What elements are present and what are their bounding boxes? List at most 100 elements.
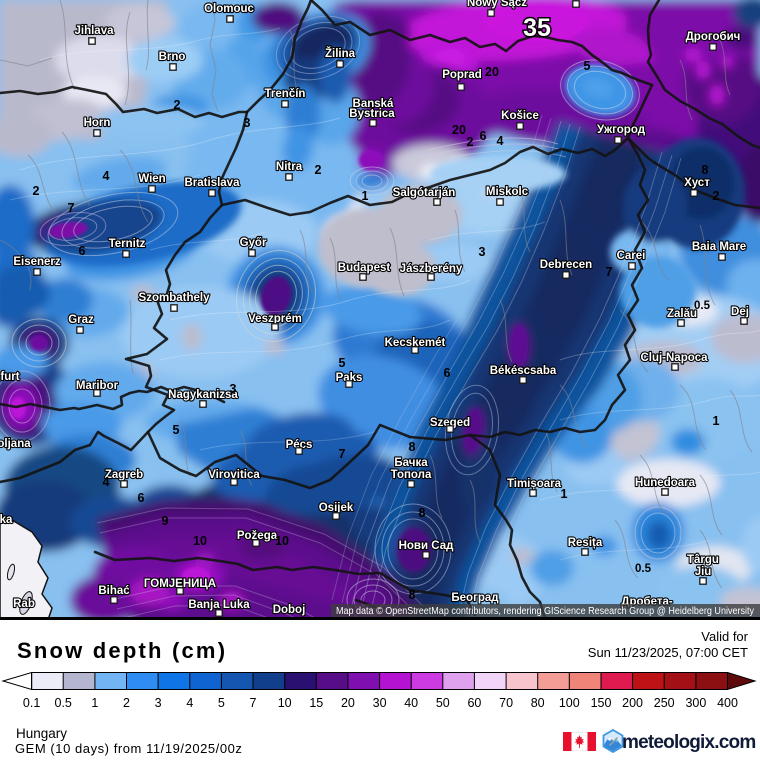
svg-text:Eisenerz: Eisenerz [13,256,61,268]
svg-text:2: 2 [123,696,130,710]
svg-text:70: 70 [499,696,513,710]
svg-text:5: 5 [584,59,591,73]
svg-text:ГОМЈЕНИЦА: ГОМЈЕНИЦА [144,578,216,590]
svg-text:7: 7 [339,447,346,461]
svg-text:Bihać: Bihać [98,585,130,597]
svg-text:0.5: 0.5 [55,696,72,710]
svg-text:Doboj: Doboj [273,604,306,616]
svg-text:0.5: 0.5 [694,300,711,312]
svg-text:150: 150 [591,696,612,710]
svg-text:9: 9 [162,514,169,528]
svg-text:8: 8 [702,163,709,177]
svg-text:Zagreb: Zagreb [105,469,143,481]
svg-text:Dej: Dej [731,306,749,318]
svg-text:Baia Mare: Baia Mare [692,241,746,253]
svg-text:80: 80 [531,696,545,710]
svg-text:Paks: Paks [336,372,363,384]
svg-text:20: 20 [341,696,355,710]
svg-text:Hunedoara: Hunedoara [635,477,696,489]
svg-text:8: 8 [409,440,416,454]
svg-text:3: 3 [244,116,251,130]
svg-text:300: 300 [685,696,706,710]
svg-text:8: 8 [419,506,426,520]
svg-text:6: 6 [138,491,145,505]
svg-text:6: 6 [444,366,451,380]
svg-text:400: 400 [717,696,738,710]
svg-text:Békéscsaba: Békéscsaba [490,365,557,377]
svg-text:Brno: Brno [159,51,186,63]
svg-text:Jiu: Jiu [695,566,712,578]
svg-text:Kecskemét: Kecskemét [385,337,446,349]
svg-text:Maribor: Maribor [76,380,119,392]
svg-text:Virovitica: Virovitica [208,469,260,481]
svg-text:Wien: Wien [138,173,165,185]
svg-text:Jászberény: Jászberény [400,263,463,275]
svg-text:Resița: Resița [568,537,603,549]
svg-text:Debrecen: Debrecen [540,259,592,271]
svg-text:50: 50 [436,696,450,710]
svg-text:Miskolc: Miskolc [486,186,529,198]
svg-text:Ternitz: Ternitz [109,238,146,250]
svg-text:4: 4 [497,134,504,148]
svg-text:ka: ka [0,514,13,526]
svg-text:40: 40 [404,696,418,710]
svg-text:Бачка: Бачка [394,457,428,469]
svg-text:10: 10 [275,534,289,548]
svg-text:Požega: Požega [237,530,278,542]
svg-text:6: 6 [79,244,86,258]
svg-text:Žilina: Žilina [325,47,356,60]
svg-text:Budapest: Budapest [338,262,391,274]
svg-text:Szeged: Szeged [430,417,470,429]
svg-text:Košice: Košice [501,110,539,122]
svg-text:250: 250 [654,696,675,710]
svg-text:Bystrica: Bystrica [349,108,395,120]
svg-text:Jihlava: Jihlava [75,25,115,37]
svg-text:20: 20 [485,65,499,79]
svg-text:Poprad: Poprad [442,69,482,81]
svg-text:Banja Luka: Banja Luka [188,599,250,611]
svg-text:Horn: Horn [84,117,111,129]
svg-text:5: 5 [218,696,225,710]
svg-text:4: 4 [186,696,193,710]
svg-text:4: 4 [103,169,110,183]
svg-text:Nowy Sącz: Nowy Sącz [467,0,527,9]
svg-text:5: 5 [173,423,180,437]
svg-text:Graz: Graz [68,314,94,326]
svg-text:Olomouc: Olomouc [204,3,254,15]
svg-text:2: 2 [33,184,40,198]
svg-text:Trenčín: Trenčín [265,88,306,100]
svg-text:200: 200 [622,696,643,710]
svg-text:20: 20 [452,123,466,137]
svg-text:3: 3 [155,696,162,710]
svg-text:0.1: 0.1 [23,696,40,710]
svg-text:2: 2 [467,135,474,149]
svg-text:Veszprém: Veszprém [248,313,302,325]
svg-text:Târgu: Târgu [687,554,719,566]
svg-text:Београд: Београд [451,592,499,604]
svg-text:5: 5 [339,356,346,370]
svg-text:3: 3 [230,382,237,396]
svg-text:4: 4 [103,475,110,489]
svg-text:2: 2 [174,98,181,112]
svg-text:2: 2 [315,163,322,177]
svg-text:7: 7 [606,265,613,279]
svg-text:Pécs: Pécs [286,439,313,451]
svg-text:Дрогобич: Дрогобич [686,31,741,43]
svg-text:Győr: Győr [240,237,267,249]
svg-text:Carei: Carei [617,250,646,262]
svg-text:7: 7 [68,201,75,215]
svg-text:Хуст: Хуст [684,177,710,189]
svg-text:Rab: Rab [13,598,35,610]
svg-text:1: 1 [362,189,369,203]
svg-text:3: 3 [479,245,486,259]
svg-text:35: 35 [523,14,551,42]
svg-text:1: 1 [561,487,568,501]
svg-text:Nitra: Nitra [276,161,303,173]
svg-text:Salgótarján: Salgótarján [393,187,456,199]
svg-text:Nagykanizsa: Nagykanizsa [168,389,238,401]
svg-text:1: 1 [713,414,720,428]
svg-text:Timișoara: Timișoara [507,478,562,490]
svg-text:Bratislava: Bratislava [185,177,241,189]
svg-text:Ужгород: Ужгород [597,124,646,136]
svg-text:2: 2 [713,189,720,203]
